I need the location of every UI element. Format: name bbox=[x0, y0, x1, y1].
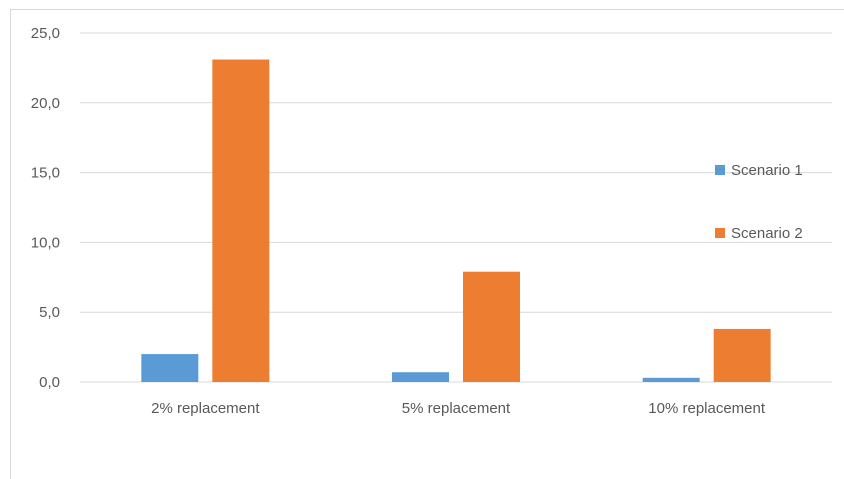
y-tick-label: 20,0 bbox=[31, 95, 60, 112]
bar-scenario-1-0[interactable] bbox=[141, 354, 199, 382]
bar-scenario-2-2[interactable] bbox=[713, 328, 771, 382]
bar-scenario-1-1[interactable] bbox=[392, 372, 449, 382]
bar-scenario-2-1[interactable] bbox=[463, 271, 520, 382]
bars bbox=[141, 59, 771, 383]
bar-scenario-2-0[interactable] bbox=[212, 59, 270, 383]
legend-label: Scenario 2 bbox=[731, 225, 803, 242]
legend-label: Scenario 1 bbox=[731, 162, 803, 179]
y-axis-tick-labels: 0,0 5,0 10,0 15,0 20,0 25,0 bbox=[31, 25, 60, 391]
x-axis-category-labels: 2% replacement 5% replacement 10% replacem… bbox=[151, 400, 766, 417]
x-category-label: 5% replacement bbox=[402, 400, 511, 417]
chart-frame bbox=[10, 9, 844, 479]
y-tick-label: 15,0 bbox=[31, 165, 60, 182]
gridlines bbox=[80, 32, 832, 383]
legend-swatch bbox=[715, 165, 725, 175]
y-tick-label: 10,0 bbox=[31, 234, 60, 251]
y-tick-label: 5,0 bbox=[39, 304, 60, 321]
y-tick-label: 25,0 bbox=[31, 25, 60, 42]
y-tick-label: 0,0 bbox=[39, 374, 60, 391]
bar-scenario-1-2[interactable] bbox=[642, 377, 700, 382]
legend-swatch bbox=[715, 228, 725, 238]
legend-item-scenario-1[interactable]: Scenario 1 bbox=[715, 162, 803, 179]
legend[interactable]: Scenario 1 Scenario 2 bbox=[715, 162, 803, 242]
x-category-label: 10% replacement bbox=[648, 400, 766, 417]
x-category-label: 2% replacement bbox=[151, 400, 260, 417]
legend-item-scenario-2[interactable]: Scenario 2 bbox=[715, 225, 803, 242]
